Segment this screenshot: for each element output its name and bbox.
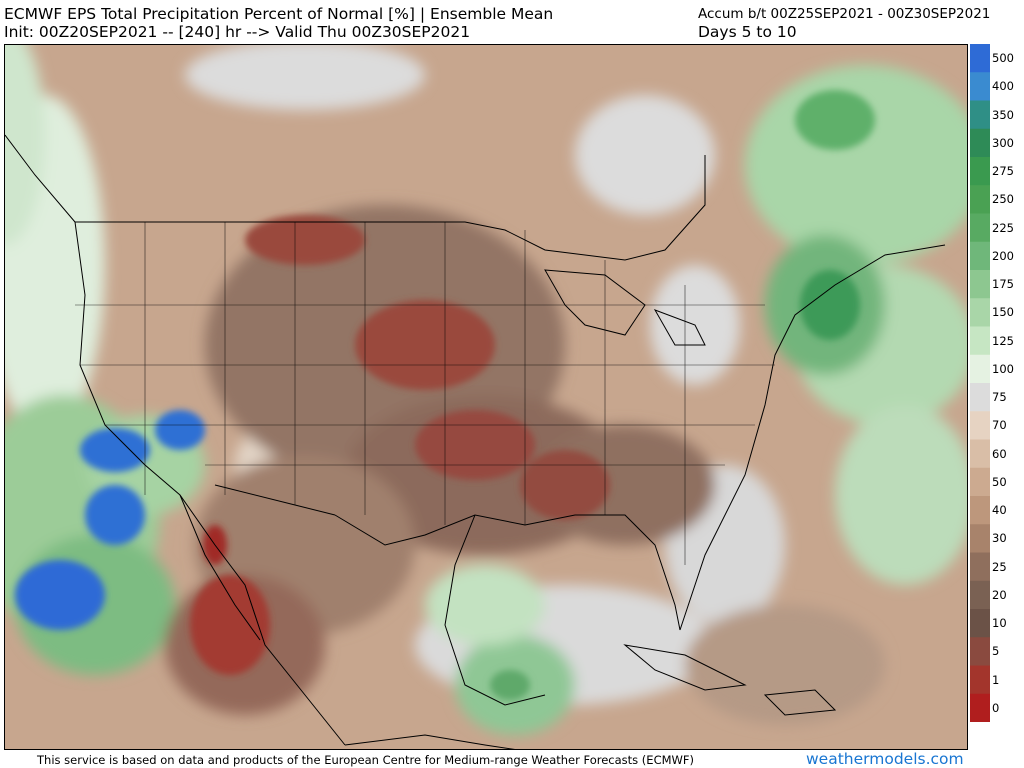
color-scale-swatch xyxy=(970,326,990,356)
color-scale-swatch xyxy=(970,439,990,469)
color-scale-label: 1 xyxy=(992,672,1000,687)
color-scale-swatch xyxy=(970,467,990,497)
hispaniola xyxy=(763,689,837,716)
color-scale-label: 200 xyxy=(992,248,1014,263)
color-scale-label: 40 xyxy=(992,503,1007,518)
color-scale-label: 70 xyxy=(992,418,1007,433)
color-scale-label: 20 xyxy=(992,587,1007,602)
color-scale-swatch xyxy=(970,637,990,666)
baja-peninsula xyxy=(179,494,261,641)
color-scale-label: 50 xyxy=(992,474,1007,489)
color-scale-swatch xyxy=(970,100,990,130)
color-scale-swatch xyxy=(970,213,990,243)
color-scale-swatch xyxy=(970,411,990,440)
color-scale-swatch xyxy=(970,693,990,722)
color-scale-label: 300 xyxy=(992,135,1014,150)
color-scale-swatch xyxy=(970,270,990,299)
color-scale-label: 250 xyxy=(992,192,1014,207)
color-scale-label: 0 xyxy=(992,700,1000,715)
color-scale-label: 500 xyxy=(992,51,1014,66)
color-scale-label: 125 xyxy=(992,333,1014,348)
color-scale-label: 400 xyxy=(992,79,1014,94)
color-scale-swatch xyxy=(970,580,990,610)
us-canada-border xyxy=(75,155,706,261)
data-disclaimer: This service is based on data and produc… xyxy=(37,753,694,767)
color-scale-swatch xyxy=(970,128,990,158)
color-scale-label: 75 xyxy=(992,390,1007,405)
gulf-coast xyxy=(334,514,681,631)
init-valid-time: Init: 00Z20SEP2021 -- [240] hr --> Valid… xyxy=(4,23,471,41)
cuba xyxy=(623,644,747,691)
color-scale-label: 100 xyxy=(992,361,1014,376)
central-america xyxy=(344,734,516,749)
color-scale-swatch xyxy=(970,241,990,271)
site-brand-link[interactable]: weathermodels.com xyxy=(806,750,964,768)
color-scale-swatch xyxy=(970,298,990,327)
color-scale-label: 175 xyxy=(992,277,1014,292)
color-scale xyxy=(970,44,990,722)
color-scale-label: 5 xyxy=(992,644,1000,659)
color-scale-swatch xyxy=(970,383,990,412)
color-scale-swatch xyxy=(970,354,990,384)
color-scale-label: 225 xyxy=(992,220,1014,235)
forecast-days: Days 5 to 10 xyxy=(698,23,797,41)
color-scale-label: 25 xyxy=(992,559,1007,574)
state-borders xyxy=(75,222,775,565)
color-scale-label: 60 xyxy=(992,446,1007,461)
east-coast xyxy=(679,244,946,631)
map-title: ECMWF EPS Total Precipitation Percent of… xyxy=(4,5,554,23)
color-scale-label: 30 xyxy=(992,531,1007,546)
precipitation-map[interactable] xyxy=(4,44,968,750)
color-scale-swatch xyxy=(970,44,990,73)
color-scale-swatch xyxy=(970,552,990,582)
color-scale-label: 10 xyxy=(992,616,1007,631)
mexico-east-coast xyxy=(444,514,546,706)
color-scale-swatch xyxy=(970,157,990,186)
color-scale-swatch xyxy=(970,524,990,553)
precip-field xyxy=(5,45,967,735)
color-scale-label: 275 xyxy=(992,164,1014,179)
color-scale-swatch xyxy=(970,609,990,638)
color-scale-label: 150 xyxy=(992,305,1014,320)
color-scale-swatch xyxy=(970,665,990,695)
color-scale-label: 350 xyxy=(992,107,1014,122)
color-scale-swatch xyxy=(970,496,990,525)
color-scale-swatch xyxy=(970,72,990,101)
color-scale-swatch xyxy=(970,185,990,214)
accumulation-period: Accum b/t 00Z25SEP2021 - 00Z30SEP2021 xyxy=(698,6,991,22)
